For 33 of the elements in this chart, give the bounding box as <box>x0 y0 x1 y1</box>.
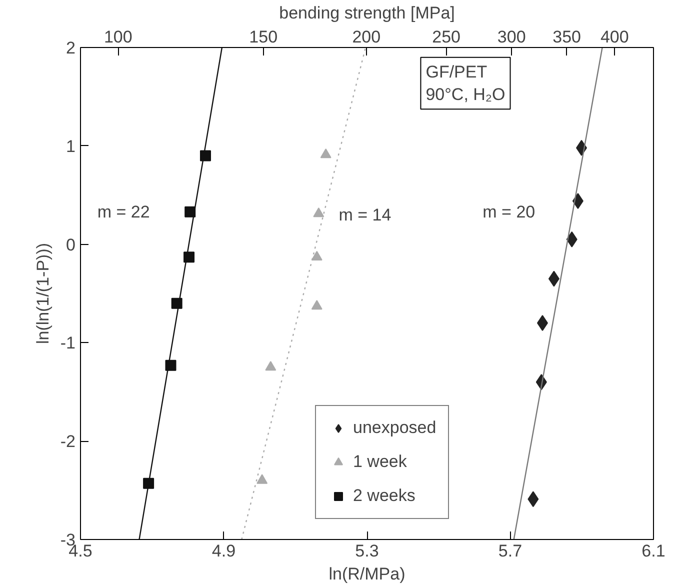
point <box>265 361 276 371</box>
y-tick-label: -1 <box>60 334 76 353</box>
x2-tick-label: 150 <box>249 28 278 46</box>
x2-tick-label: 400 <box>600 28 629 46</box>
y-axis-title: ln(ln(1/(1-P))) <box>33 242 52 344</box>
x2-tick-label: 100 <box>104 28 132 46</box>
x2-tick-label: 200 <box>352 28 381 46</box>
annotation: m = 14 <box>338 205 392 224</box>
legend-label: 2 weeks <box>353 486 416 506</box>
y-tick-label: -2 <box>60 432 76 452</box>
legend-label: unexposed <box>353 418 436 438</box>
annotation: m = 22 <box>97 202 150 222</box>
point <box>311 300 322 310</box>
point <box>171 298 182 309</box>
y-tick-label: 2 <box>66 38 76 58</box>
y-tick-label: 0 <box>66 235 76 254</box>
x-tick-label: 6.1 <box>642 542 666 560</box>
point <box>311 250 322 260</box>
point <box>320 148 332 158</box>
y-tick-label: 1 <box>66 136 76 156</box>
x2-tick-label: 250 <box>432 28 460 46</box>
x-tick-label: 5.7 <box>498 542 522 560</box>
x-tick-label: 5.3 <box>355 542 379 560</box>
point <box>313 208 324 218</box>
x2-tick-label: 350 <box>552 28 581 46</box>
point <box>256 474 268 484</box>
x2-tick-label: 300 <box>497 28 526 46</box>
annotation: GF/PET 90°C, H₂O <box>426 62 506 104</box>
annotation: m = 20 <box>482 202 536 222</box>
x-tick-label: 4.9 <box>212 542 236 560</box>
legend-label: 1 week <box>353 452 407 472</box>
x2-axis-title: bending strength [MPa] <box>279 4 455 22</box>
x-axis-title: ln(R/MPa) <box>328 564 406 584</box>
